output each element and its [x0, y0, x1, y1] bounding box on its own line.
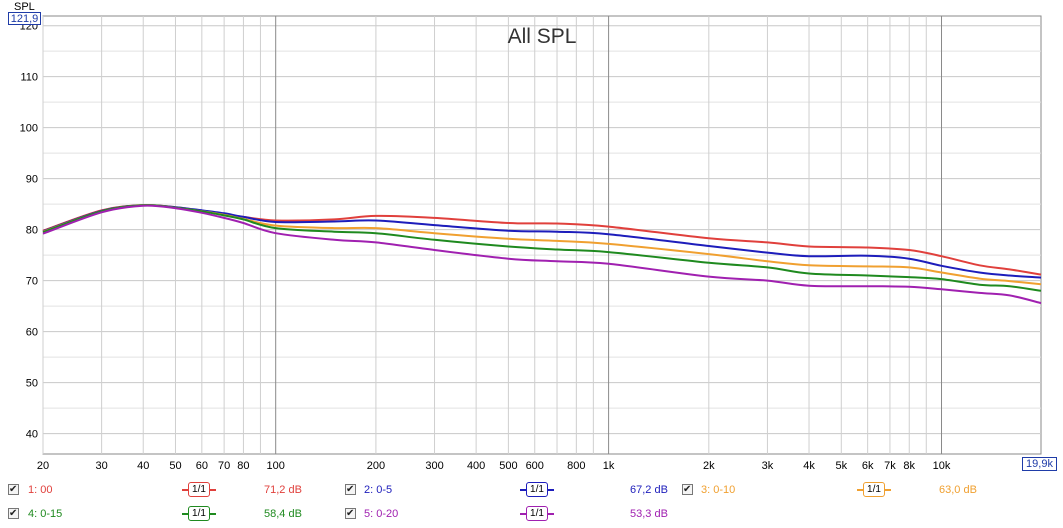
series-4-smoothing-label: 1/1 [188, 506, 210, 521]
x-tick-label: 10k [933, 460, 951, 472]
grid [42, 16, 1041, 454]
series-3-smoothing-label: 1/1 [863, 482, 885, 497]
y-tick-label: 90 [26, 174, 38, 186]
series-2-name[interactable]: 2: 0-5 [364, 484, 393, 496]
x-tick-label: 800 [567, 460, 585, 472]
x-tick-label: 400 [467, 460, 485, 472]
x-tick-label: 3k [762, 460, 774, 472]
x-tick-label: 50 [169, 460, 181, 472]
y-tick-label: 70 [26, 276, 38, 288]
series-3-name[interactable]: 3: 0-10 [701, 484, 736, 496]
y-axis-max-box[interactable]: 121,9 [8, 12, 41, 25]
x-tick-label: 500 [499, 460, 517, 472]
x-tick-label: 2k [703, 460, 715, 472]
series-4-name[interactable]: 4: 0-15 [28, 508, 63, 520]
x-tick-label: 7k [884, 460, 896, 472]
x-tick-label: 5k [835, 460, 847, 472]
y-tick-label: 80 [26, 225, 38, 237]
series-1-smoothing[interactable]: 1/1 [182, 482, 216, 497]
series-5-smoothing[interactable]: 1/1 [520, 506, 554, 521]
series-2-smoothing[interactable]: 1/1 [520, 482, 554, 497]
series-3-level: 63,0 dB [939, 484, 977, 496]
series-lines [42, 204, 1042, 305]
x-tick-label: 60 [196, 460, 208, 472]
series-2-level: 67,2 dB [630, 484, 668, 496]
series-5-name[interactable]: 5: 0-20 [364, 508, 399, 520]
x-tick-label: 600 [526, 460, 544, 472]
plot-background [42, 15, 1042, 455]
y-tick-label: 110 [20, 72, 38, 84]
series-3-smoothing[interactable]: 1/1 [857, 482, 891, 497]
series-1-smoothing-label: 1/1 [188, 482, 210, 497]
y-tick-label: 40 [26, 429, 38, 441]
series-1-checkbox[interactable] [8, 480, 19, 500]
series-5-smoothing-label: 1/1 [526, 506, 548, 521]
series-5-level: 53,3 dB [630, 508, 668, 520]
series-1-level: 71,2 dB [264, 484, 302, 496]
series-1-name[interactable]: 1: 00 [28, 484, 53, 496]
x-tick-label: 4k [803, 460, 815, 472]
chart-title: All SPL [508, 25, 577, 48]
x-tick-label: 1k [603, 460, 615, 472]
x-tick-label: 300 [425, 460, 443, 472]
y-tick-label: 100 [20, 123, 38, 135]
y-tick-label: 50 [26, 378, 38, 390]
x-tick-label: 100 [267, 460, 285, 472]
y-tick-label: 60 [26, 327, 38, 339]
series-4-smoothing[interactable]: 1/1 [182, 506, 216, 521]
series-2-checkbox[interactable] [345, 480, 356, 500]
legend-row-2: 4: 0-15 1/1 58,4 dB 5: 0-20 1/1 53,3 dB [0, 504, 1063, 524]
series-line-4 [42, 204, 1042, 292]
series-3-checkbox[interactable] [682, 480, 693, 500]
x-tick-label: 20 [37, 460, 49, 472]
x-tick-label: 70 [218, 460, 230, 472]
series-line-5 [42, 204, 1042, 305]
x-axis-max-box[interactable]: 19,9k [1022, 457, 1057, 471]
x-tick-label: 40 [137, 460, 149, 472]
x-tick-label: 200 [367, 460, 385, 472]
x-tick-label: 8k [903, 460, 915, 472]
series-4-checkbox[interactable] [8, 504, 19, 524]
legend-row-1: 1: 00 1/1 71,2 dB 2: 0-5 1/1 67,2 dB 3: … [0, 480, 1063, 500]
series-5-checkbox[interactable] [345, 504, 356, 524]
series-4-level: 58,4 dB [264, 508, 302, 520]
x-tick-labels: 20 30 40 50 60 70 80 100 200 300 400 500 600 800 1k 2k 3… [37, 460, 951, 472]
x-tick-label: 6k [862, 460, 874, 472]
y-axis-label: SPL [14, 1, 35, 13]
series-2-smoothing-label: 1/1 [526, 482, 548, 497]
x-tick-label: 30 [95, 460, 107, 472]
x-tick-label: 80 [237, 460, 249, 472]
